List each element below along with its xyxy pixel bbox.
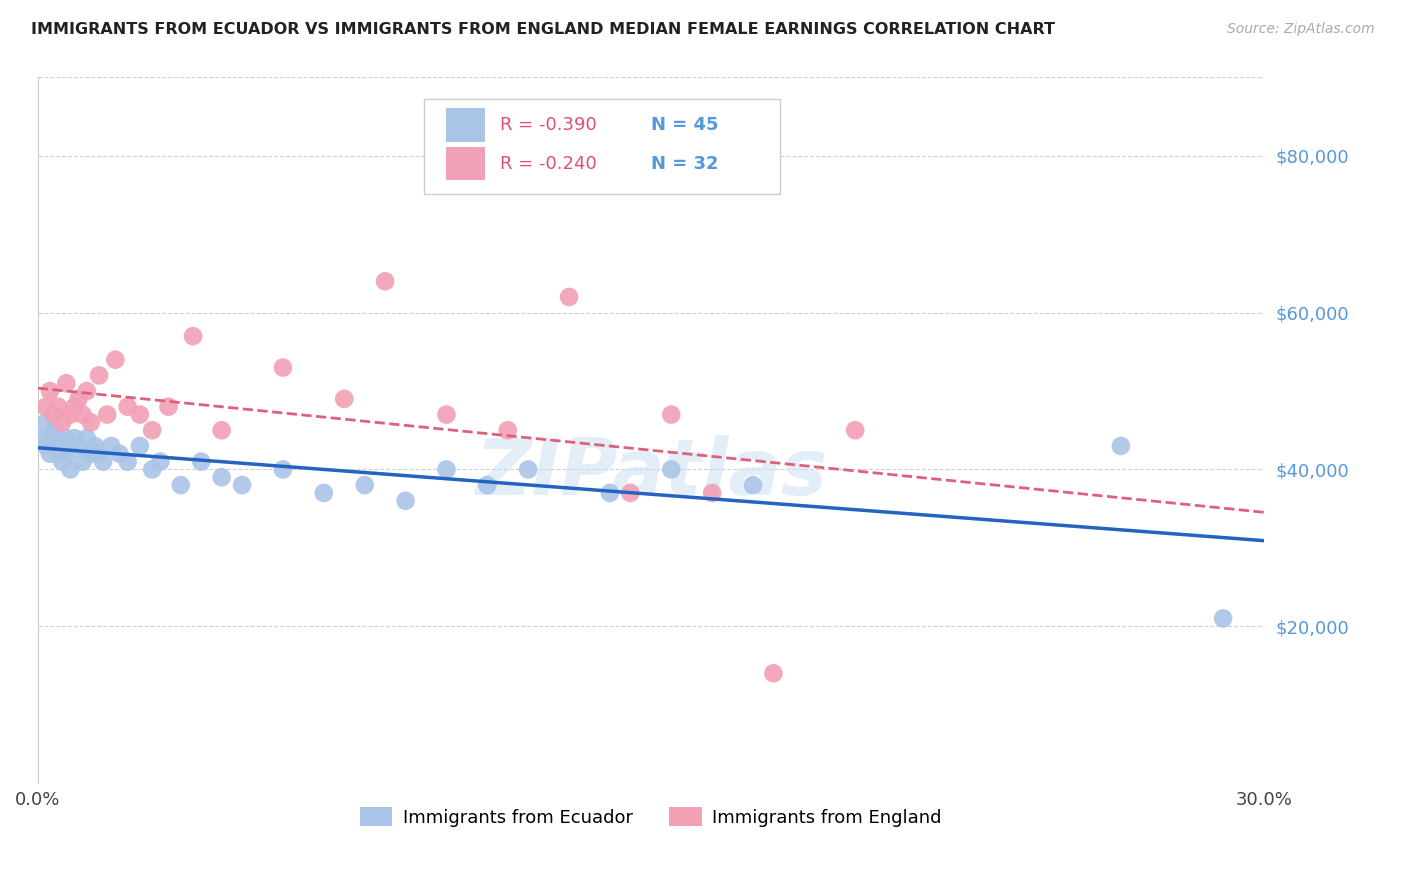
Immigrants from Ecuador	[55, 431, 77, 445]
Immigrants from England	[87, 368, 110, 383]
Immigrants from Ecuador	[42, 423, 65, 437]
FancyBboxPatch shape	[425, 99, 779, 194]
Immigrants from Ecuador	[231, 478, 253, 492]
Immigrants from Ecuador	[80, 447, 103, 461]
Text: N = 45: N = 45	[651, 117, 718, 135]
Text: N = 32: N = 32	[651, 154, 718, 172]
Text: ZIPatlas: ZIPatlas	[475, 434, 827, 510]
Immigrants from England	[59, 408, 82, 422]
Immigrants from Ecuador	[117, 454, 139, 468]
Immigrants from Ecuador	[108, 447, 131, 461]
Text: R = -0.240: R = -0.240	[501, 154, 596, 172]
Immigrants from England	[46, 400, 69, 414]
Immigrants from England	[659, 408, 682, 422]
Immigrants from Ecuador	[128, 439, 150, 453]
Immigrants from England	[63, 400, 86, 414]
Immigrants from England	[76, 384, 98, 398]
Immigrants from England	[96, 408, 118, 422]
Immigrants from Ecuador	[31, 431, 53, 445]
Immigrants from England	[333, 392, 356, 406]
Legend: Immigrants from Ecuador, Immigrants from England: Immigrants from Ecuador, Immigrants from…	[353, 800, 949, 834]
Immigrants from Ecuador	[211, 470, 233, 484]
Immigrants from England	[42, 408, 65, 422]
Immigrants from Ecuador	[271, 462, 294, 476]
Immigrants from England	[619, 486, 641, 500]
Immigrants from Ecuador	[51, 454, 73, 468]
Immigrants from Ecuador	[67, 439, 90, 453]
Immigrants from England	[211, 423, 233, 437]
Immigrants from England	[181, 329, 204, 343]
Immigrants from Ecuador	[659, 462, 682, 476]
Immigrants from England	[117, 400, 139, 414]
Immigrants from Ecuador	[51, 439, 73, 453]
Immigrants from Ecuador	[46, 447, 69, 461]
Immigrants from Ecuador	[477, 478, 499, 492]
Immigrants from Ecuador	[84, 439, 107, 453]
Immigrants from Ecuador	[149, 454, 172, 468]
Immigrants from England	[39, 384, 62, 398]
Immigrants from Ecuador	[63, 431, 86, 445]
Immigrants from Ecuador	[141, 462, 163, 476]
Immigrants from Ecuador	[39, 447, 62, 461]
Immigrants from England	[496, 423, 519, 437]
Immigrants from Ecuador	[87, 447, 110, 461]
Immigrants from England	[128, 408, 150, 422]
Immigrants from Ecuador	[91, 454, 114, 468]
Immigrants from Ecuador	[76, 431, 98, 445]
Immigrants from England	[104, 352, 127, 367]
Immigrants from Ecuador	[55, 447, 77, 461]
Immigrants from Ecuador	[59, 439, 82, 453]
Immigrants from Ecuador	[190, 454, 212, 468]
Text: Source: ZipAtlas.com: Source: ZipAtlas.com	[1227, 22, 1375, 37]
Immigrants from England	[72, 408, 94, 422]
Immigrants from England	[141, 423, 163, 437]
Immigrants from Ecuador	[35, 416, 58, 430]
Immigrants from Ecuador	[599, 486, 621, 500]
Immigrants from England	[374, 274, 396, 288]
Immigrants from Ecuador	[394, 493, 416, 508]
Immigrants from England	[67, 392, 90, 406]
Immigrants from Ecuador	[39, 431, 62, 445]
Immigrants from England	[700, 486, 723, 500]
Immigrants from England	[80, 416, 103, 430]
Immigrants from Ecuador	[72, 454, 94, 468]
Text: R = -0.390: R = -0.390	[501, 117, 596, 135]
Immigrants from Ecuador	[170, 478, 193, 492]
Immigrants from Ecuador	[46, 431, 69, 445]
Text: IMMIGRANTS FROM ECUADOR VS IMMIGRANTS FROM ENGLAND MEDIAN FEMALE EARNINGS CORREL: IMMIGRANTS FROM ECUADOR VS IMMIGRANTS FR…	[31, 22, 1054, 37]
Immigrants from Ecuador	[35, 439, 58, 453]
Immigrants from Ecuador	[42, 439, 65, 453]
Immigrants from England	[157, 400, 180, 414]
Immigrants from Ecuador	[1212, 611, 1234, 625]
Immigrants from England	[271, 360, 294, 375]
Immigrants from Ecuador	[100, 439, 122, 453]
Immigrants from Ecuador	[312, 486, 335, 500]
Bar	[446, 146, 485, 180]
Bar	[446, 109, 485, 143]
Immigrants from Ecuador	[517, 462, 540, 476]
Immigrants from England	[55, 376, 77, 391]
Immigrants from England	[844, 423, 866, 437]
Immigrants from England	[436, 408, 458, 422]
Immigrants from England	[51, 416, 73, 430]
Immigrants from England	[35, 400, 58, 414]
Immigrants from Ecuador	[742, 478, 765, 492]
Immigrants from Ecuador	[353, 478, 375, 492]
Immigrants from Ecuador	[436, 462, 458, 476]
Immigrants from Ecuador	[1109, 439, 1132, 453]
Immigrants from Ecuador	[59, 462, 82, 476]
Immigrants from England	[762, 666, 785, 681]
Immigrants from England	[558, 290, 581, 304]
